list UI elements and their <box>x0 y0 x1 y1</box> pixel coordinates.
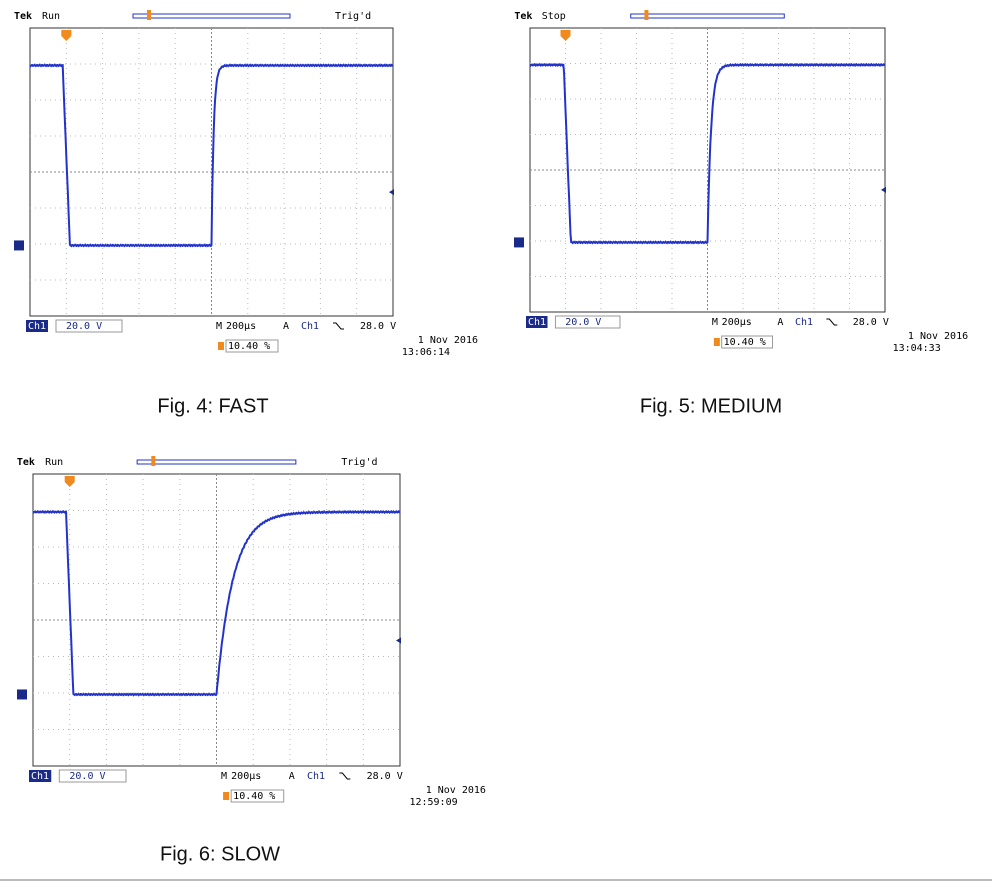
trigger-position-marker <box>560 30 571 41</box>
date: 1 Nov 2016 <box>418 335 478 346</box>
position-icon <box>223 792 230 800</box>
brand: Tek <box>17 457 35 468</box>
timebase: 200µs <box>231 771 261 782</box>
trigger-state: Trig'd <box>335 11 371 22</box>
date: 1 Nov 2016 <box>908 331 968 342</box>
trigger-level-marker <box>881 186 886 193</box>
status: Run <box>42 11 60 22</box>
channel: Ch1 <box>28 321 46 332</box>
ground-marker <box>17 689 27 700</box>
volts-box <box>55 319 123 333</box>
scope-figure: Tek Stop Ch1 20.0 V M 200µs A Ch1 28.0 V 10.40 % 1… <box>514 10 968 354</box>
record-marker <box>151 456 156 466</box>
trigger-prefix: A <box>289 771 295 782</box>
caption: Fig. 4: FAST <box>157 395 268 417</box>
ground-marker <box>514 237 524 248</box>
caption: Fig. 5: MEDIUM <box>640 395 782 417</box>
brand: Tek <box>514 11 532 22</box>
status: Run <box>45 457 63 468</box>
volts: 20.0 V <box>66 321 102 332</box>
record-bar <box>630 13 785 19</box>
channel-box <box>26 320 48 332</box>
timebase: 200µs <box>226 321 256 332</box>
trigger-channel: Ch1 <box>307 771 325 782</box>
channel: Ch1 <box>31 771 49 782</box>
trigger-level-marker <box>389 189 394 196</box>
time: 12:59:09 <box>409 797 457 808</box>
slope-icon <box>339 772 351 780</box>
record-marker <box>147 10 151 20</box>
timebase-prefix: M <box>221 771 227 782</box>
status: Stop <box>542 11 566 22</box>
trigger-position-marker <box>64 476 75 487</box>
volts: 20.0 V <box>69 771 105 782</box>
position: 10.40 % <box>724 337 766 348</box>
waveform <box>29 63 394 248</box>
slope-icon <box>826 318 838 326</box>
brand: Tek <box>14 11 32 22</box>
time: 13:06:14 <box>402 347 450 358</box>
channel: Ch1 <box>528 317 546 328</box>
trigger-channel: Ch1 <box>301 321 319 332</box>
position-box <box>225 339 279 353</box>
record-bar <box>132 13 291 19</box>
trigger-level-marker <box>396 637 401 644</box>
date: 1 Nov 2016 <box>426 785 486 796</box>
position: 10.40 % <box>228 341 270 352</box>
caption: Fig. 6: SLOW <box>160 843 280 865</box>
slope-icon <box>333 322 344 330</box>
record-marker <box>644 10 649 20</box>
channel-box <box>29 770 52 782</box>
position-icon <box>713 338 720 346</box>
position-box <box>721 335 774 349</box>
position-icon <box>218 342 224 350</box>
timebase-prefix: M <box>216 321 222 332</box>
time: 13:04:33 <box>893 343 941 354</box>
volts: 20.0 V <box>565 317 601 328</box>
trigger-position-marker <box>61 30 72 41</box>
trigger-level: 28.0 V <box>360 321 396 332</box>
channel-box <box>526 316 548 328</box>
record-bar <box>136 459 297 465</box>
scope-figure: Tek Run Trig'd Ch1 20.0 V M 200µs A Ch1 28.0 V 10.… <box>14 10 478 358</box>
scope-figure: Tek Run Trig'd Ch1 20.0 V M 200µs A Ch1 28.0 V 10.… <box>17 456 486 808</box>
trigger-state: Trig'd <box>341 457 377 468</box>
volts-box <box>58 769 127 783</box>
trigger-prefix: A <box>777 317 783 328</box>
trigger-level: 28.0 V <box>367 771 403 782</box>
position-box <box>230 789 285 803</box>
trigger-level: 28.0 V <box>853 317 889 328</box>
trigger-channel: Ch1 <box>795 317 813 328</box>
waveform <box>529 62 886 245</box>
trigger-prefix: A <box>283 321 289 332</box>
position: 10.40 % <box>233 791 275 802</box>
timebase: 200µs <box>722 317 752 328</box>
volts-box <box>554 315 621 329</box>
timebase-prefix: M <box>712 317 718 328</box>
waveform <box>32 509 401 697</box>
ground-marker <box>14 240 24 251</box>
